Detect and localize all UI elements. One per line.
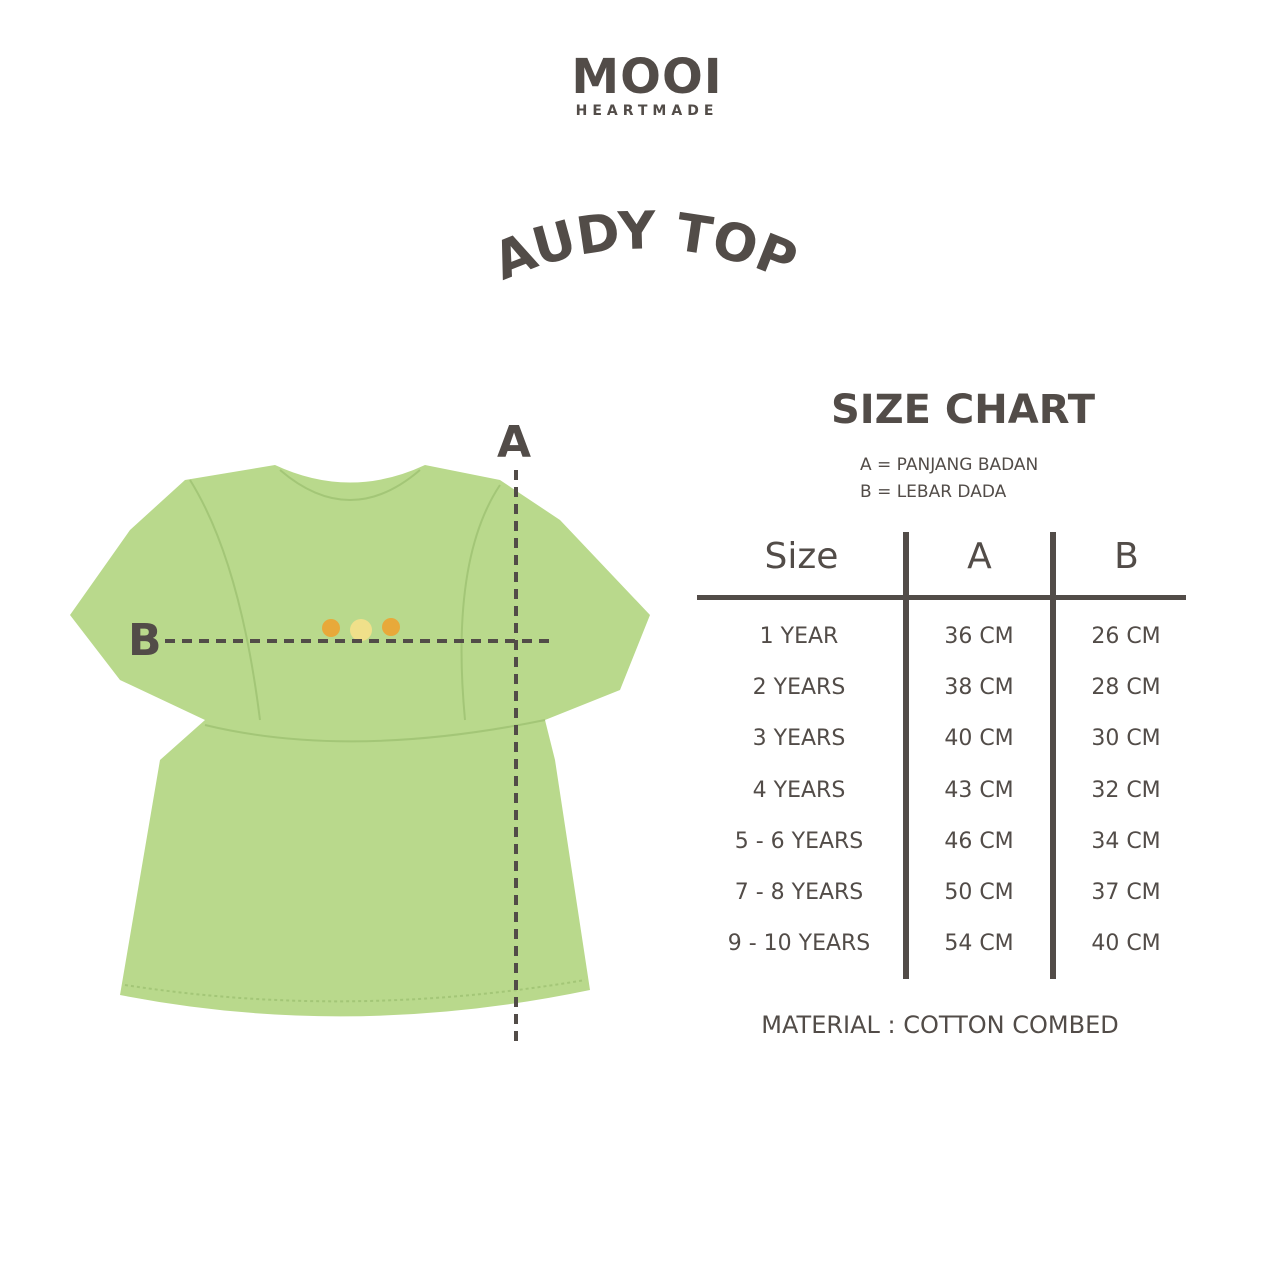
cell-size: 4 YEARS: [752, 777, 846, 803]
cell-b: 30 CM: [1091, 726, 1161, 752]
cell-size: 3 YEARS: [752, 726, 846, 752]
column-divider: [903, 532, 909, 979]
cell-a: 36 CM: [944, 624, 1014, 649]
header-a: A: [967, 536, 992, 577]
header-b: B: [1114, 536, 1139, 577]
brand-logo: MOOI: [571, 49, 723, 105]
column-divider: [1050, 532, 1056, 979]
cell-a: 50 CM: [944, 880, 1014, 905]
brand-tagline: HEARTMADE: [575, 103, 719, 119]
cell-b: 40 CM: [1091, 931, 1161, 957]
cell-size: 5 - 6 YEARS: [734, 828, 864, 854]
cell-b: 32 CM: [1091, 777, 1161, 803]
measure-label-a: A: [497, 417, 532, 468]
cell-a: 43 CM: [944, 777, 1014, 803]
header-size: Size: [764, 536, 839, 577]
cell-a: 46 CM: [944, 828, 1014, 854]
cell-b: 28 CM: [1091, 675, 1161, 701]
product-title-arc: AUDY TOP: [485, 201, 805, 292]
cell-b: 37 CM: [1091, 880, 1161, 905]
cell-a: 40 CM: [944, 726, 1014, 752]
cell-a: 54 CM: [944, 931, 1014, 957]
cell-size: 7 - 8 YEARS: [734, 880, 864, 905]
size-chart-title: SIZE CHART: [830, 387, 1096, 433]
legend-a: A = PANJANG BADAN: [860, 455, 1039, 475]
product-image: [70, 465, 650, 1042]
cell-size: 2 YEARS: [752, 675, 846, 701]
neckline-icon: [279, 469, 421, 501]
cell-size: 1 YEAR: [759, 624, 839, 649]
embroidery-flowers-icon: [322, 618, 400, 641]
cell-size: 9 - 10 YEARS: [727, 931, 871, 957]
header-divider: [697, 595, 1186, 600]
legend-b: B = LEBAR DADA: [860, 482, 1007, 502]
cell-b: 26 CM: [1091, 624, 1161, 649]
cell-a: 38 CM: [944, 675, 1014, 701]
measure-label-b: B: [128, 615, 162, 666]
cell-b: 34 CM: [1091, 828, 1161, 854]
material-note: MATERIAL : COTTON COMBED: [761, 1011, 1119, 1039]
